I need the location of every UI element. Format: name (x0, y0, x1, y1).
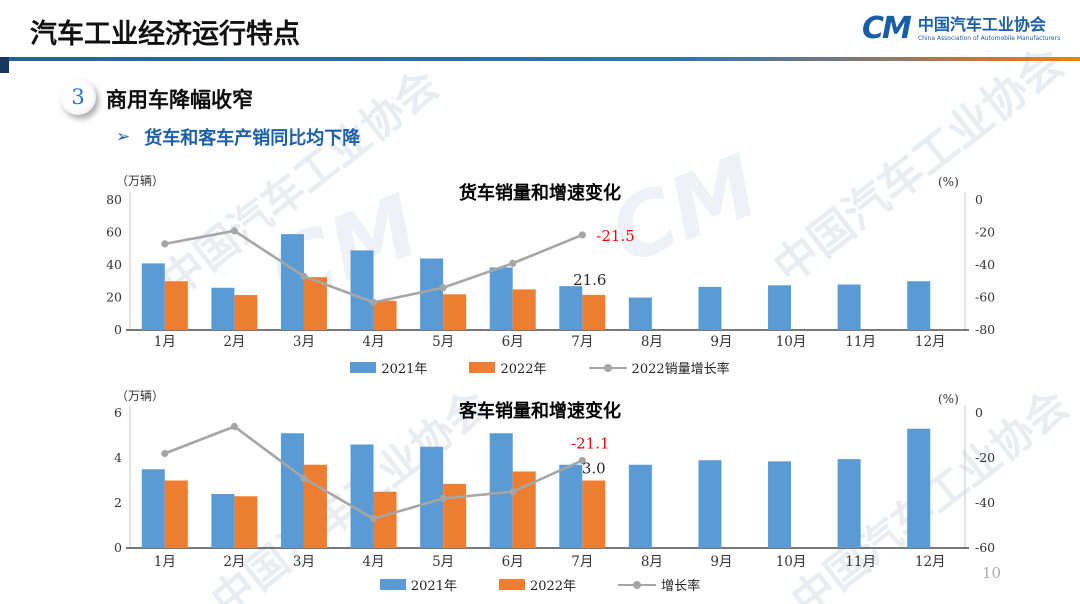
svg-text:-60: -60 (975, 540, 995, 555)
legend-label: 2021年 (410, 579, 457, 594)
svg-text:9月: 9月 (710, 334, 732, 350)
legend-item-2022: 2022年 (469, 358, 547, 377)
truck-chart-left-unit: （万辆） (116, 174, 165, 188)
header-divider (0, 57, 1080, 61)
svg-text:-20: -20 (975, 450, 995, 465)
svg-text:-40: -40 (975, 257, 995, 272)
bus-chart-right-unit: (%) (938, 392, 959, 406)
legend-label: 增长率 (661, 579, 701, 594)
svg-text:-80: -80 (975, 322, 995, 337)
svg-text:6月: 6月 (502, 334, 524, 350)
legend-label: 2022销量增长率 (631, 362, 730, 377)
legend-item-2022: 2022年 (498, 575, 577, 594)
svg-text:3月: 3月 (293, 334, 315, 350)
svg-text:12月: 12月 (915, 554, 946, 570)
page-title: 汽车工业经济运行特点 (30, 19, 300, 50)
svg-text:80: 80 (106, 192, 122, 207)
bullet-row: ➢ 货车和客车产销同比均下降 (116, 124, 360, 150)
svg-text:10月: 10月 (776, 334, 807, 350)
svg-text:6月: 6月 (502, 554, 524, 570)
svg-text:1月: 1月 (154, 554, 176, 570)
caam-logo-name-cn: 中国汽车工业协会 (917, 15, 1046, 35)
svg-text:11月: 11月 (845, 334, 876, 350)
truck-chart-right-unit: (%) (938, 175, 959, 189)
svg-text:6: 6 (114, 405, 122, 420)
legend-swatch-2021 (350, 362, 377, 373)
svg-text:20: 20 (106, 290, 122, 305)
svg-text:5月: 5月 (432, 334, 454, 350)
svg-text:8月: 8月 (641, 554, 663, 570)
svg-text:4: 4 (114, 450, 122, 465)
section-heading: 商用车降幅收窄 (106, 88, 253, 112)
svg-text:3月: 3月 (293, 554, 315, 570)
svg-text:5月: 5月 (432, 554, 454, 570)
svg-text:4月: 4月 (362, 554, 384, 570)
caam-logo: CM 中国汽车工业协会 China Association of Automob… (862, 14, 1060, 44)
truck-chart-plot: 80 60 40 20 0 0 -20 -40 -60 -80 1月 2月 3月 4月 5月 6月 7月 8月 9月… (106, 192, 995, 350)
bus-chart-left-unit: （万辆） (116, 389, 165, 403)
svg-text:-21.1: -21.1 (571, 434, 609, 452)
bus-chart-title: 客车销量和增速变化 (459, 401, 621, 422)
legend-label: 2022年 (500, 362, 547, 377)
svg-text:-60: -60 (975, 290, 995, 305)
svg-text:12月: 12月 (915, 334, 946, 350)
bus-chart-plot: 6 4 2 0 0 -20 -40 -60 1月 2月 3月 4月 5月 6月 7月 8月 9月 10月 11月 12… (114, 405, 995, 570)
bullet-text: 货车和客车产销同比均下降 (144, 128, 361, 149)
svg-text:21.6: 21.6 (573, 271, 606, 289)
svg-text:3.0: 3.0 (582, 460, 606, 478)
svg-text:-21.5: -21.5 (596, 227, 634, 245)
svg-text:0: 0 (114, 540, 122, 555)
legend-swatch-2021 (379, 579, 406, 590)
section-number-badge: 3 (60, 79, 96, 115)
page-number: 10 (982, 564, 1002, 582)
svg-text:40: 40 (106, 257, 122, 272)
svg-text:7月: 7月 (571, 554, 593, 570)
truck-chart-title: 货车销量和增速变化 (459, 183, 621, 204)
legend-label: 2022年 (529, 579, 577, 594)
svg-text:0: 0 (975, 405, 983, 420)
svg-text:-40: -40 (975, 495, 995, 510)
legend-item-2021: 2021年 (350, 358, 427, 377)
caam-logo-monogram-icon: CM (862, 11, 912, 46)
legend-line-marker-icon (588, 362, 627, 374)
svg-text:0: 0 (114, 322, 122, 337)
svg-text:9月: 9月 (710, 554, 732, 570)
svg-text:2月: 2月 (223, 554, 245, 570)
legend-item-growth: 2022销量增长率 (588, 358, 730, 377)
svg-text:1月: 1月 (154, 334, 176, 350)
legend-item-growth: 增长率 (618, 575, 700, 594)
svg-text:2: 2 (114, 495, 122, 510)
svg-text:60: 60 (106, 225, 122, 240)
legend-item-2021: 2021年 (379, 575, 457, 594)
legend-swatch-2022 (498, 579, 525, 590)
svg-text:11月: 11月 (845, 554, 876, 570)
legend-swatch-2022 (469, 362, 496, 373)
bus-chart-legend: 2021年 2022年 增长率 (100, 575, 980, 594)
header-divider-stub (0, 57, 9, 73)
legend-line-marker-icon (618, 579, 657, 591)
svg-text:8月: 8月 (641, 334, 663, 350)
caam-logo-name-en: China Association of Automobile Manufact… (917, 34, 1061, 42)
svg-text:7月: 7月 (571, 334, 593, 350)
svg-text:2月: 2月 (223, 334, 245, 350)
arrow-bullet-icon: ➢ (116, 127, 131, 147)
svg-text:4月: 4月 (362, 334, 384, 350)
truck-chart-legend: 2021年 2022年 2022销量增长率 (100, 358, 980, 377)
svg-text:0: 0 (975, 192, 983, 207)
legend-label: 2021年 (381, 362, 428, 377)
svg-text:-20: -20 (975, 225, 995, 240)
svg-text:10月: 10月 (776, 554, 807, 570)
